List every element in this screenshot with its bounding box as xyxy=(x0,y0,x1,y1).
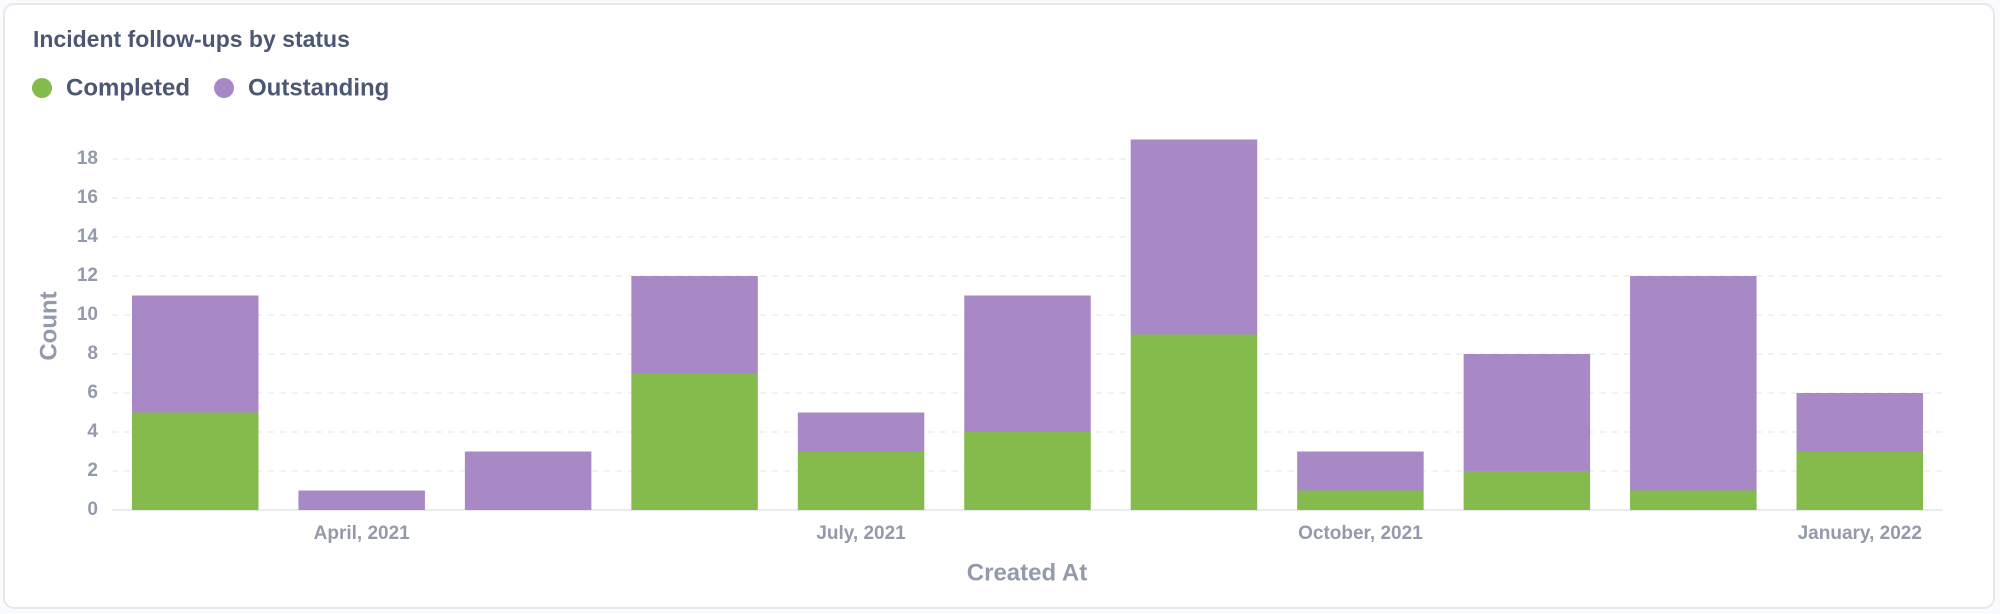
x-tick-label: October, 2021 xyxy=(1298,523,1423,544)
bar-segment xyxy=(797,412,925,452)
bar-segment xyxy=(1130,334,1258,510)
y-tick-label: 14 xyxy=(77,226,99,247)
y-tick-label: 10 xyxy=(77,304,98,325)
chart-title: Incident follow-ups by status xyxy=(33,26,350,52)
y-axis-title: Count xyxy=(35,291,62,360)
bar-segment xyxy=(131,412,259,510)
y-tick-label: 2 xyxy=(87,460,98,481)
bar-segment xyxy=(131,295,259,413)
bar-segment xyxy=(1463,471,1591,510)
bar-segment xyxy=(1297,490,1424,510)
y-tick-label: 8 xyxy=(87,343,98,364)
bar-segment xyxy=(964,432,1091,510)
y-tick-label: 12 xyxy=(77,265,98,286)
x-tick-label: January, 2022 xyxy=(1798,523,1922,544)
y-tick-label: 0 xyxy=(87,499,98,520)
y-tick-label: 16 xyxy=(77,187,98,208)
legend-label: Outstanding xyxy=(248,74,389,101)
bar-segment xyxy=(631,276,758,374)
bar-segment xyxy=(1630,276,1757,491)
bar-segment xyxy=(1796,393,1924,452)
y-tick-label: 4 xyxy=(87,421,98,442)
bar-segment xyxy=(1463,354,1591,471)
y-tick-label: 18 xyxy=(77,148,98,169)
legend-swatch xyxy=(32,78,52,98)
x-axis-title: Created At xyxy=(967,559,1087,586)
x-tick-label: July, 2021 xyxy=(816,523,906,544)
y-tick-label: 6 xyxy=(87,382,98,403)
bar-segment xyxy=(1130,139,1258,335)
bar-segment xyxy=(1796,451,1924,510)
legend-swatch xyxy=(214,78,235,98)
bar-segment xyxy=(964,295,1091,432)
legend-label: Completed xyxy=(66,74,190,101)
bar-segment xyxy=(1297,451,1424,491)
x-tick-label: April, 2021 xyxy=(314,523,411,544)
bar-segment xyxy=(631,373,758,510)
bar-segment xyxy=(464,451,592,510)
bar-segment xyxy=(298,490,425,510)
bar-segment xyxy=(1630,490,1757,510)
bar-segment xyxy=(797,451,925,510)
